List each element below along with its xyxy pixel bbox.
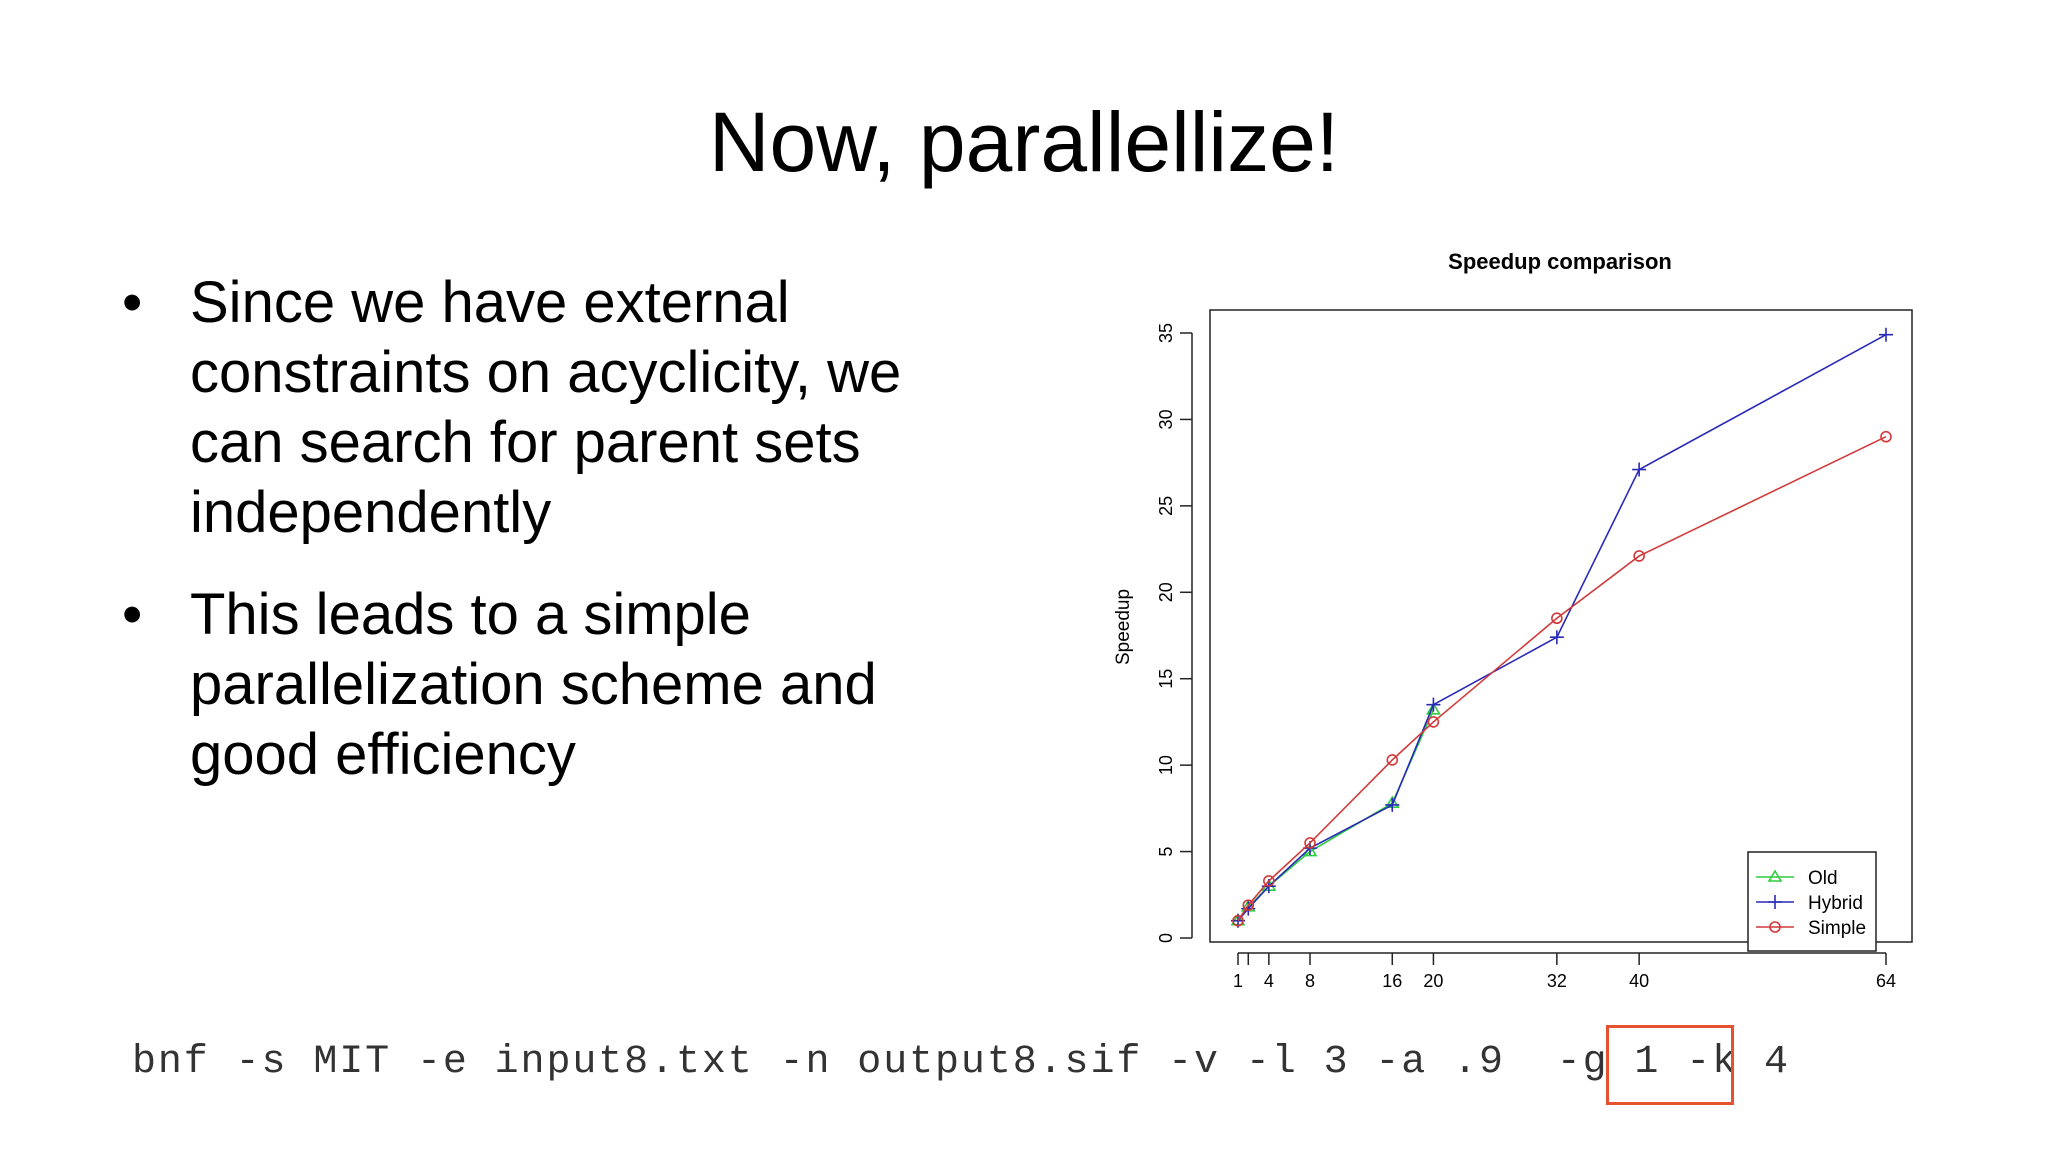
legend-marker [1768,895,1782,909]
legend: Old Hybrid Simple [1747,851,1877,952]
y-tick-label: 0 [1156,933,1176,943]
x-tick-label: 1 [1233,971,1243,991]
data-point [1551,612,1563,625]
highlight-box [1606,1025,1734,1105]
chart-title: Speedup comparison [1448,249,1672,274]
data-point [1633,550,1645,562]
x-tick-label: 16 [1382,971,1402,991]
y-axis-label: Speedup [1113,589,1134,665]
series-simple [1232,430,1892,927]
y-tick-label: 20 [1156,582,1176,602]
y-tick-label: 15 [1156,669,1176,689]
legend-label: Simple [1808,918,1866,939]
axes: 1 4 8 16 20 32 40 64 0 5 10 15 20 25 30 35 [1156,323,1896,991]
command-line: bnf -s MIT -e input8.txt -n output8.sif … [132,1040,1790,1085]
data-point [1304,837,1316,849]
slide-title: Now, parallellize! [708,95,1340,189]
data-point [1426,702,1441,715]
bullet-item: • This leads to a simple parallelization… [122,580,1002,790]
series-lines [1230,327,1893,928]
y-tick-label: 25 [1156,496,1176,516]
data-point [1632,462,1647,477]
x-tick-label: 32 [1547,971,1567,991]
data-point [1263,875,1275,887]
bullet-text: Since we have external constraints on ac… [190,270,902,545]
data-point [1880,430,1892,443]
data-point [1879,327,1893,342]
x-tick-label: 8 [1305,971,1315,991]
data-point [1386,754,1399,766]
bullet-text: This leads to a simple parallelization s… [190,582,877,787]
data-point [1232,914,1244,927]
bullet-dot: • [122,582,143,647]
y-tick-label: 10 [1156,755,1176,775]
bullet-item: • Since we have external constraints on … [122,268,1002,548]
data-point [1385,797,1400,812]
speedup-chart: Speedup comparison Speedup 1 4 8 16 20 32 40 64… [1113,249,1913,991]
data-point [1427,716,1440,728]
data-point [1242,899,1255,911]
legend-label: Old [1808,868,1838,889]
legend-box [1747,851,1877,952]
series-line [1237,709,1435,922]
bullet-dot: • [122,270,143,335]
y-tick-label: 5 [1156,847,1176,857]
bullet-list: • Since we have external constraints on … [122,268,1002,822]
data-point [1549,630,1564,645]
series-line [1237,435,1887,922]
series-hybrid [1231,327,1893,928]
y-tick-label: 35 [1156,323,1176,343]
x-tick-label: 40 [1629,971,1649,991]
legend-label: Hybrid [1808,893,1863,914]
x-tick-label: 4 [1264,971,1274,991]
y-tick-label: 30 [1156,409,1176,429]
x-tick-label: 20 [1423,971,1443,991]
legend-marker [1767,869,1783,882]
series-line [1237,334,1887,922]
legend-marker [1769,921,1781,933]
data-point [1426,697,1441,712]
plot-frame [1209,309,1913,943]
x-tick-label: 64 [1876,971,1896,991]
